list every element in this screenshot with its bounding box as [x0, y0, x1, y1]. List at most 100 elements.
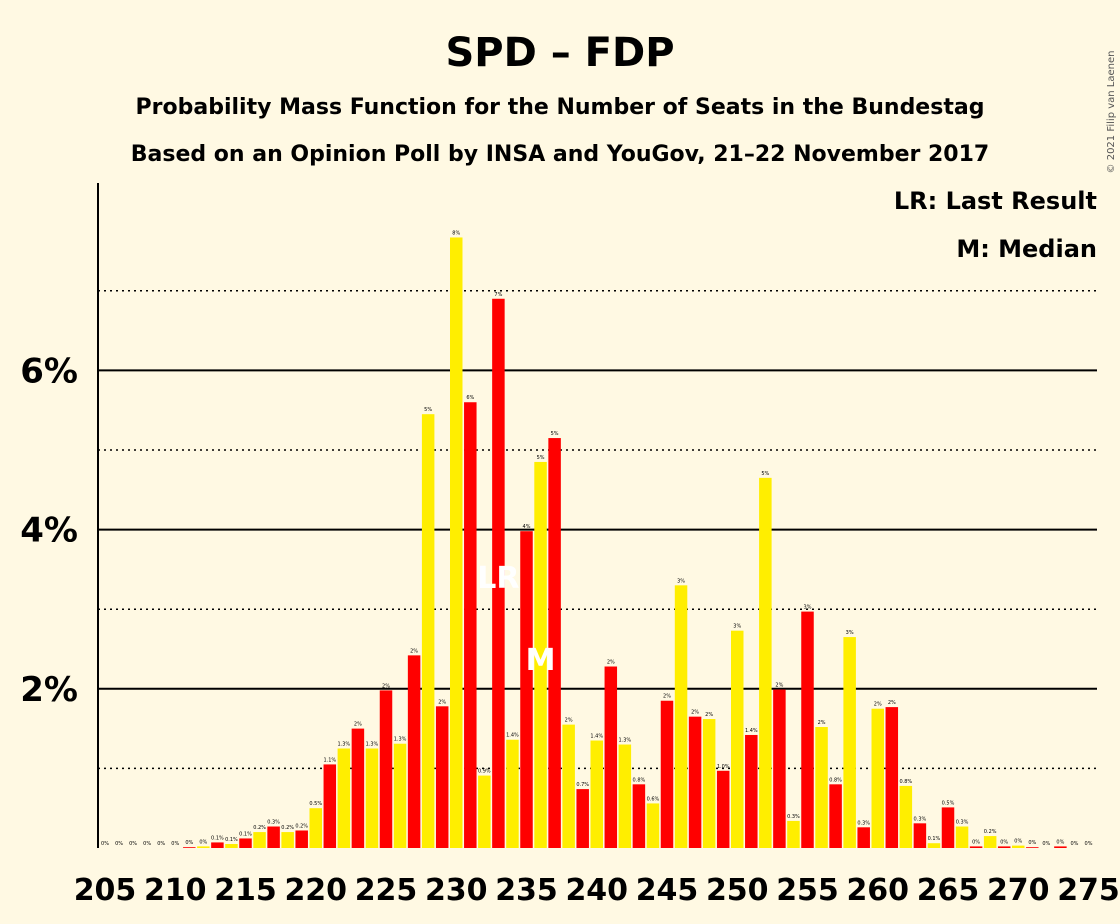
bar-seat-247	[688, 716, 702, 848]
data-label-seat-232: 0.9%	[478, 769, 491, 775]
last-result-marker: LR	[477, 561, 519, 596]
bar-seat-233	[492, 298, 505, 848]
bar-seat-268	[983, 836, 997, 848]
data-label-seat-248: 2%	[705, 712, 713, 718]
data-label-seat-212: 0%	[199, 839, 207, 845]
data-label-seat-255: 3%	[804, 605, 812, 611]
data-label-seat-229: 2%	[438, 699, 446, 705]
data-label-seat-235: 4%	[523, 524, 531, 530]
data-label-seat-237: 5%	[551, 431, 559, 437]
data-label-seat-238: 2%	[565, 718, 573, 724]
bar-seat-213	[211, 842, 224, 848]
data-label-seat-269: 0%	[1000, 839, 1008, 845]
bar-seat-263	[913, 823, 927, 848]
x-tick-label: 210	[144, 873, 207, 908]
data-label-seat-225: 2%	[382, 683, 390, 689]
data-label-seat-233: 7%	[494, 292, 502, 298]
data-labels: 0% 0% 0% 0% 0% 0% 0% 0%0.1% 0.1%0.1%0.2%0.3%0.2%…	[101, 230, 1093, 847]
y-tick-label: 2%	[20, 670, 78, 710]
bar-seat-258	[843, 637, 856, 848]
data-label-seat-230: 8%	[452, 230, 460, 236]
bar-seat-220	[309, 808, 322, 848]
bars	[183, 237, 1067, 848]
bar-seat-219	[295, 830, 308, 848]
bar-seat-223	[351, 728, 365, 848]
y-tick-label: 6%	[20, 351, 78, 391]
data-label-seat-274: 0%	[1070, 841, 1078, 847]
data-label-seat-242: 1.3%	[618, 738, 631, 744]
bar-seat-260	[871, 708, 884, 848]
bar-seat-212	[197, 846, 210, 848]
data-label-seat-243: 0.8%	[633, 777, 646, 783]
bar-seat-229	[435, 706, 449, 848]
data-label-seat-249: 1.0%	[717, 764, 730, 770]
x-tick-label: 225	[355, 873, 418, 908]
data-label-seat-268: 0.2%	[984, 829, 997, 835]
data-label-seat-240: 1.4%	[590, 734, 603, 740]
data-label-seat-224: 1.3%	[366, 742, 379, 748]
data-label-seat-256: 2%	[818, 720, 826, 726]
bar-seat-214	[225, 844, 238, 848]
data-label-seat-250: 3%	[733, 624, 741, 630]
data-label-seat-223: 2%	[354, 722, 362, 728]
y-tick-label: 4%	[20, 511, 78, 551]
data-label-seat-261: 2%	[888, 700, 896, 706]
data-label-seat-271: 0%	[1028, 840, 1036, 846]
bar-seat-231	[464, 402, 477, 848]
bar-seat-262	[899, 785, 913, 848]
data-label-seat-216: 0.2%	[253, 825, 266, 831]
data-label-seat-211: 0%	[185, 840, 193, 846]
data-label-seat-273: 0%	[1056, 839, 1064, 845]
data-label-seat-215: 0.1%	[239, 831, 252, 837]
data-label-seat-226: 1.3%	[394, 737, 407, 743]
data-label-seat-252: 5%	[761, 471, 769, 477]
bar-seat-234	[506, 739, 519, 848]
bar-seat-253	[773, 689, 786, 848]
bar-seat-245	[660, 700, 674, 848]
bar-seat-273	[1054, 846, 1067, 848]
data-label-seat-236: 5%	[537, 455, 545, 461]
x-tick-label: 270	[987, 873, 1050, 908]
x-tick-label: 255	[776, 873, 839, 908]
copyright-notice: © 2021 Filip van Laenen	[1106, 51, 1117, 174]
y-axis-ticks: 2% 4% 6%	[20, 351, 78, 709]
data-label-seat-247: 2%	[691, 710, 699, 716]
data-label-seat-245: 2%	[663, 694, 671, 700]
bar-seat-237	[548, 438, 561, 848]
bar-seat-246	[674, 585, 688, 848]
data-label-seat-264: 0.1%	[928, 836, 941, 842]
bar-seat-251	[745, 734, 758, 848]
data-label-seat-257: 0.8%	[829, 777, 842, 783]
data-label-seat-234: 1.4%	[506, 733, 519, 739]
legend-median: M: Median	[956, 235, 1097, 263]
data-label-seat-217: 0.3%	[267, 820, 280, 826]
bar-seat-250	[731, 630, 744, 848]
bar-seat-224	[365, 748, 379, 848]
data-label-seat-210: 0%	[171, 841, 179, 847]
x-tick-label: 235	[495, 873, 558, 908]
bar-seat-238	[562, 724, 575, 848]
data-label-seat-221: 1.1%	[323, 757, 336, 763]
bar-seat-225	[379, 690, 393, 848]
bar-seat-242	[618, 744, 632, 848]
bar-seat-235	[520, 531, 533, 848]
markers: LR M	[477, 561, 555, 678]
data-label-seat-219: 0.2%	[295, 823, 308, 829]
bar-seat-249	[716, 770, 730, 848]
bar-seat-244	[646, 803, 660, 848]
bar-seat-259	[857, 827, 870, 848]
data-label-seat-266: 0.3%	[956, 820, 969, 826]
x-axis-ticks: 205 210 215 220 225 230 235 240 245 250 255 260 265 2…	[74, 873, 1120, 908]
bar-seat-230	[450, 237, 463, 848]
bar-seat-217	[267, 826, 280, 848]
data-label-seat-213: 0.1%	[211, 835, 224, 841]
data-label-seat-241: 2%	[607, 660, 615, 666]
data-label-seat-239: 0.7%	[576, 782, 589, 788]
bar-seat-211	[183, 847, 196, 848]
bar-seat-218	[281, 832, 294, 848]
bar-seat-240	[590, 740, 603, 848]
data-label-seat-246: 3%	[677, 578, 685, 584]
bar-seat-261	[885, 707, 899, 848]
data-label-seat-214: 0.1%	[225, 837, 238, 843]
bar-seat-226	[393, 743, 407, 848]
